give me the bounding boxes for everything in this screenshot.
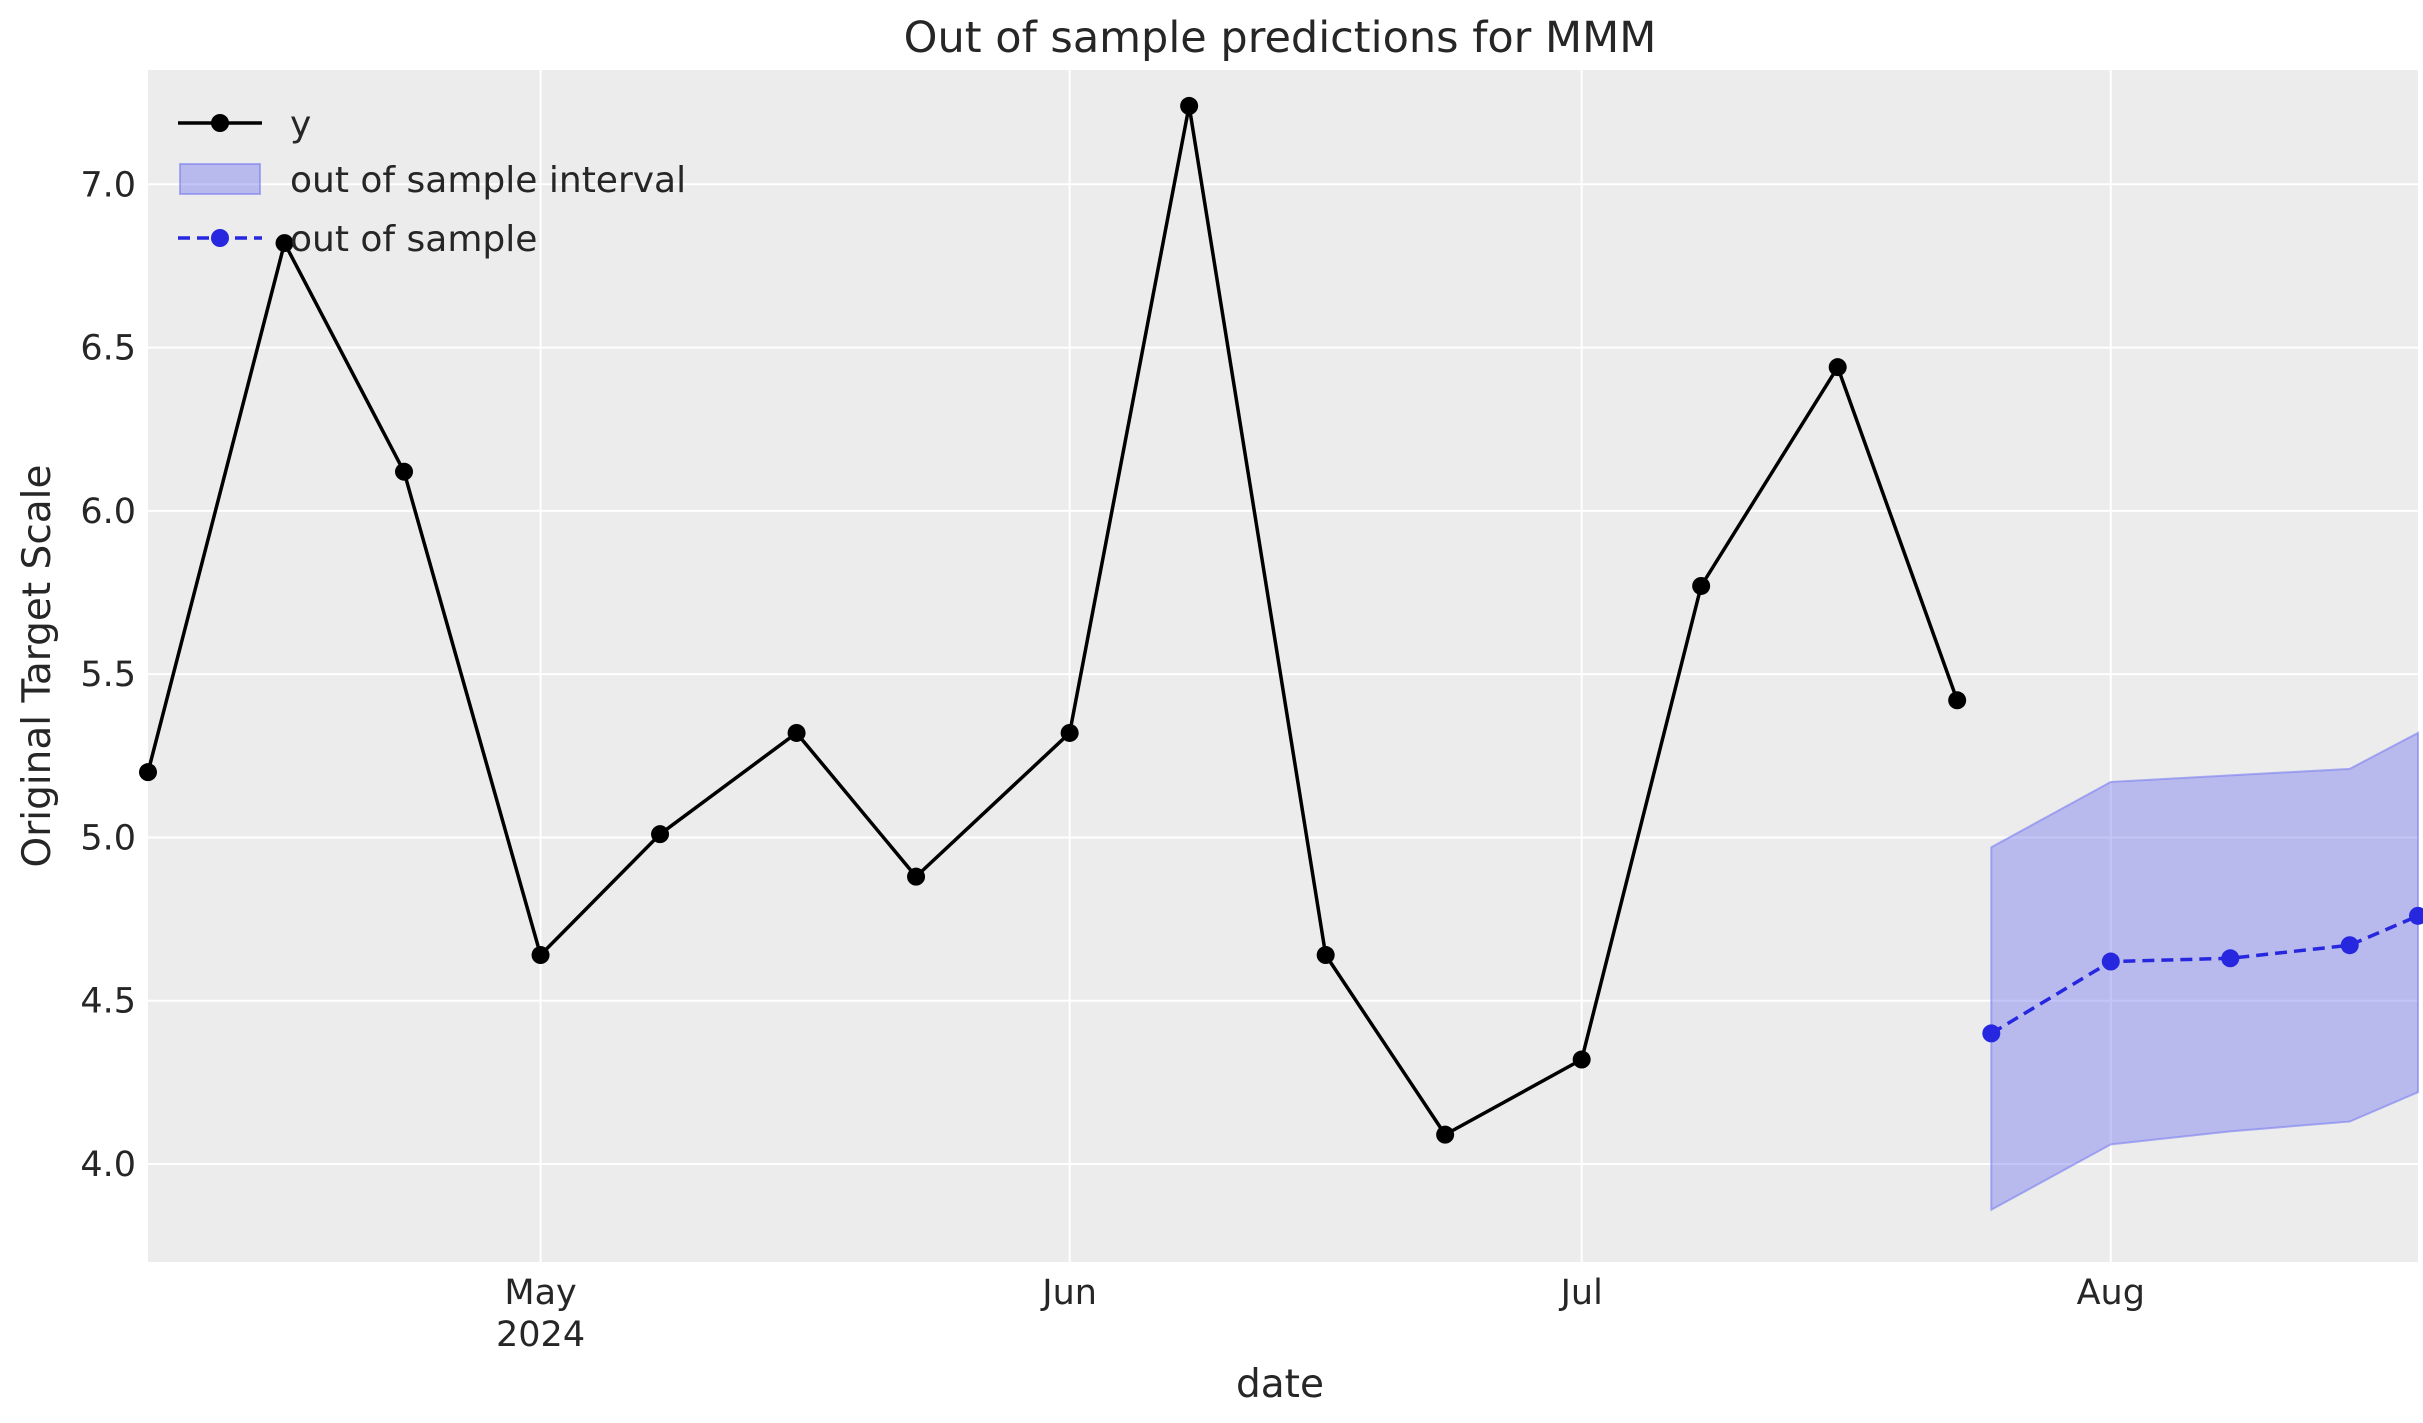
y-tick-label: 5.5 <box>80 655 136 695</box>
x-tick-sublabel: 2024 <box>496 1315 585 1355</box>
data-point-y <box>1060 723 1079 742</box>
data-point-y <box>787 723 806 742</box>
data-point-out-of-sample <box>2409 906 2423 925</box>
legend-marker-y <box>211 114 229 132</box>
legend-item-interval: out of sample interval <box>179 160 686 201</box>
legend-marker-out-of-sample <box>211 229 229 247</box>
data-point-out-of-sample <box>2101 952 2120 971</box>
data-point-y <box>1948 691 1967 710</box>
legend-label-interval: out of sample interval <box>290 160 686 201</box>
data-point-y <box>1436 1125 1455 1144</box>
data-point-out-of-sample <box>1982 1024 2001 1043</box>
x-axis-label: date <box>1236 1362 1324 1407</box>
data-point-y <box>651 825 670 844</box>
legend-item-out-of-sample: out of sample <box>178 219 537 260</box>
out-of-sample-interval-band <box>1990 731 2419 1212</box>
legend: y out of sample interval out of sample <box>178 104 686 260</box>
x-tick-label: Jun <box>1040 1273 1097 1313</box>
data-point-y <box>275 234 294 253</box>
y-axis-ticks: 4.0 4.5 5.0 5.5 6.0 6.5 7.0 <box>80 165 136 1185</box>
y-tick-label: 4.5 <box>80 982 136 1022</box>
data-point-out-of-sample <box>2340 936 2359 955</box>
data-point-out-of-sample <box>2221 949 2240 968</box>
x-tick-label: May <box>504 1273 576 1313</box>
data-point-y <box>1572 1050 1591 1069</box>
legend-swatch-interval <box>179 163 261 195</box>
data-point-y <box>1316 946 1335 965</box>
x-tick-label: Jul <box>1559 1273 1603 1313</box>
y-tick-label: 4.0 <box>80 1145 136 1185</box>
interval-bands <box>1990 731 2419 1212</box>
y-tick-label: 6.5 <box>80 329 136 369</box>
series-markers <box>139 96 2423 1144</box>
legend-item-y: y <box>178 104 311 145</box>
legend-label-out-of-sample: out of sample <box>290 219 537 260</box>
data-point-y <box>1828 358 1847 377</box>
y-tick-label: 5.0 <box>80 818 136 858</box>
plot-area <box>148 70 2418 1262</box>
data-point-y <box>1692 576 1711 595</box>
data-point-y <box>531 946 550 965</box>
legend-label-y: y <box>290 104 311 145</box>
data-point-y <box>907 867 926 886</box>
y-tick-label: 6.0 <box>80 492 136 532</box>
x-tick-label: Aug <box>2077 1273 2145 1313</box>
chart-title: Out of sample predictions for MMM <box>904 13 1657 63</box>
data-point-y <box>139 763 157 782</box>
y-axis-label: Original Target Scale <box>15 465 60 868</box>
data-point-y <box>1180 96 1199 115</box>
data-point-y <box>395 462 414 481</box>
y-tick-label: 7.0 <box>80 165 136 205</box>
